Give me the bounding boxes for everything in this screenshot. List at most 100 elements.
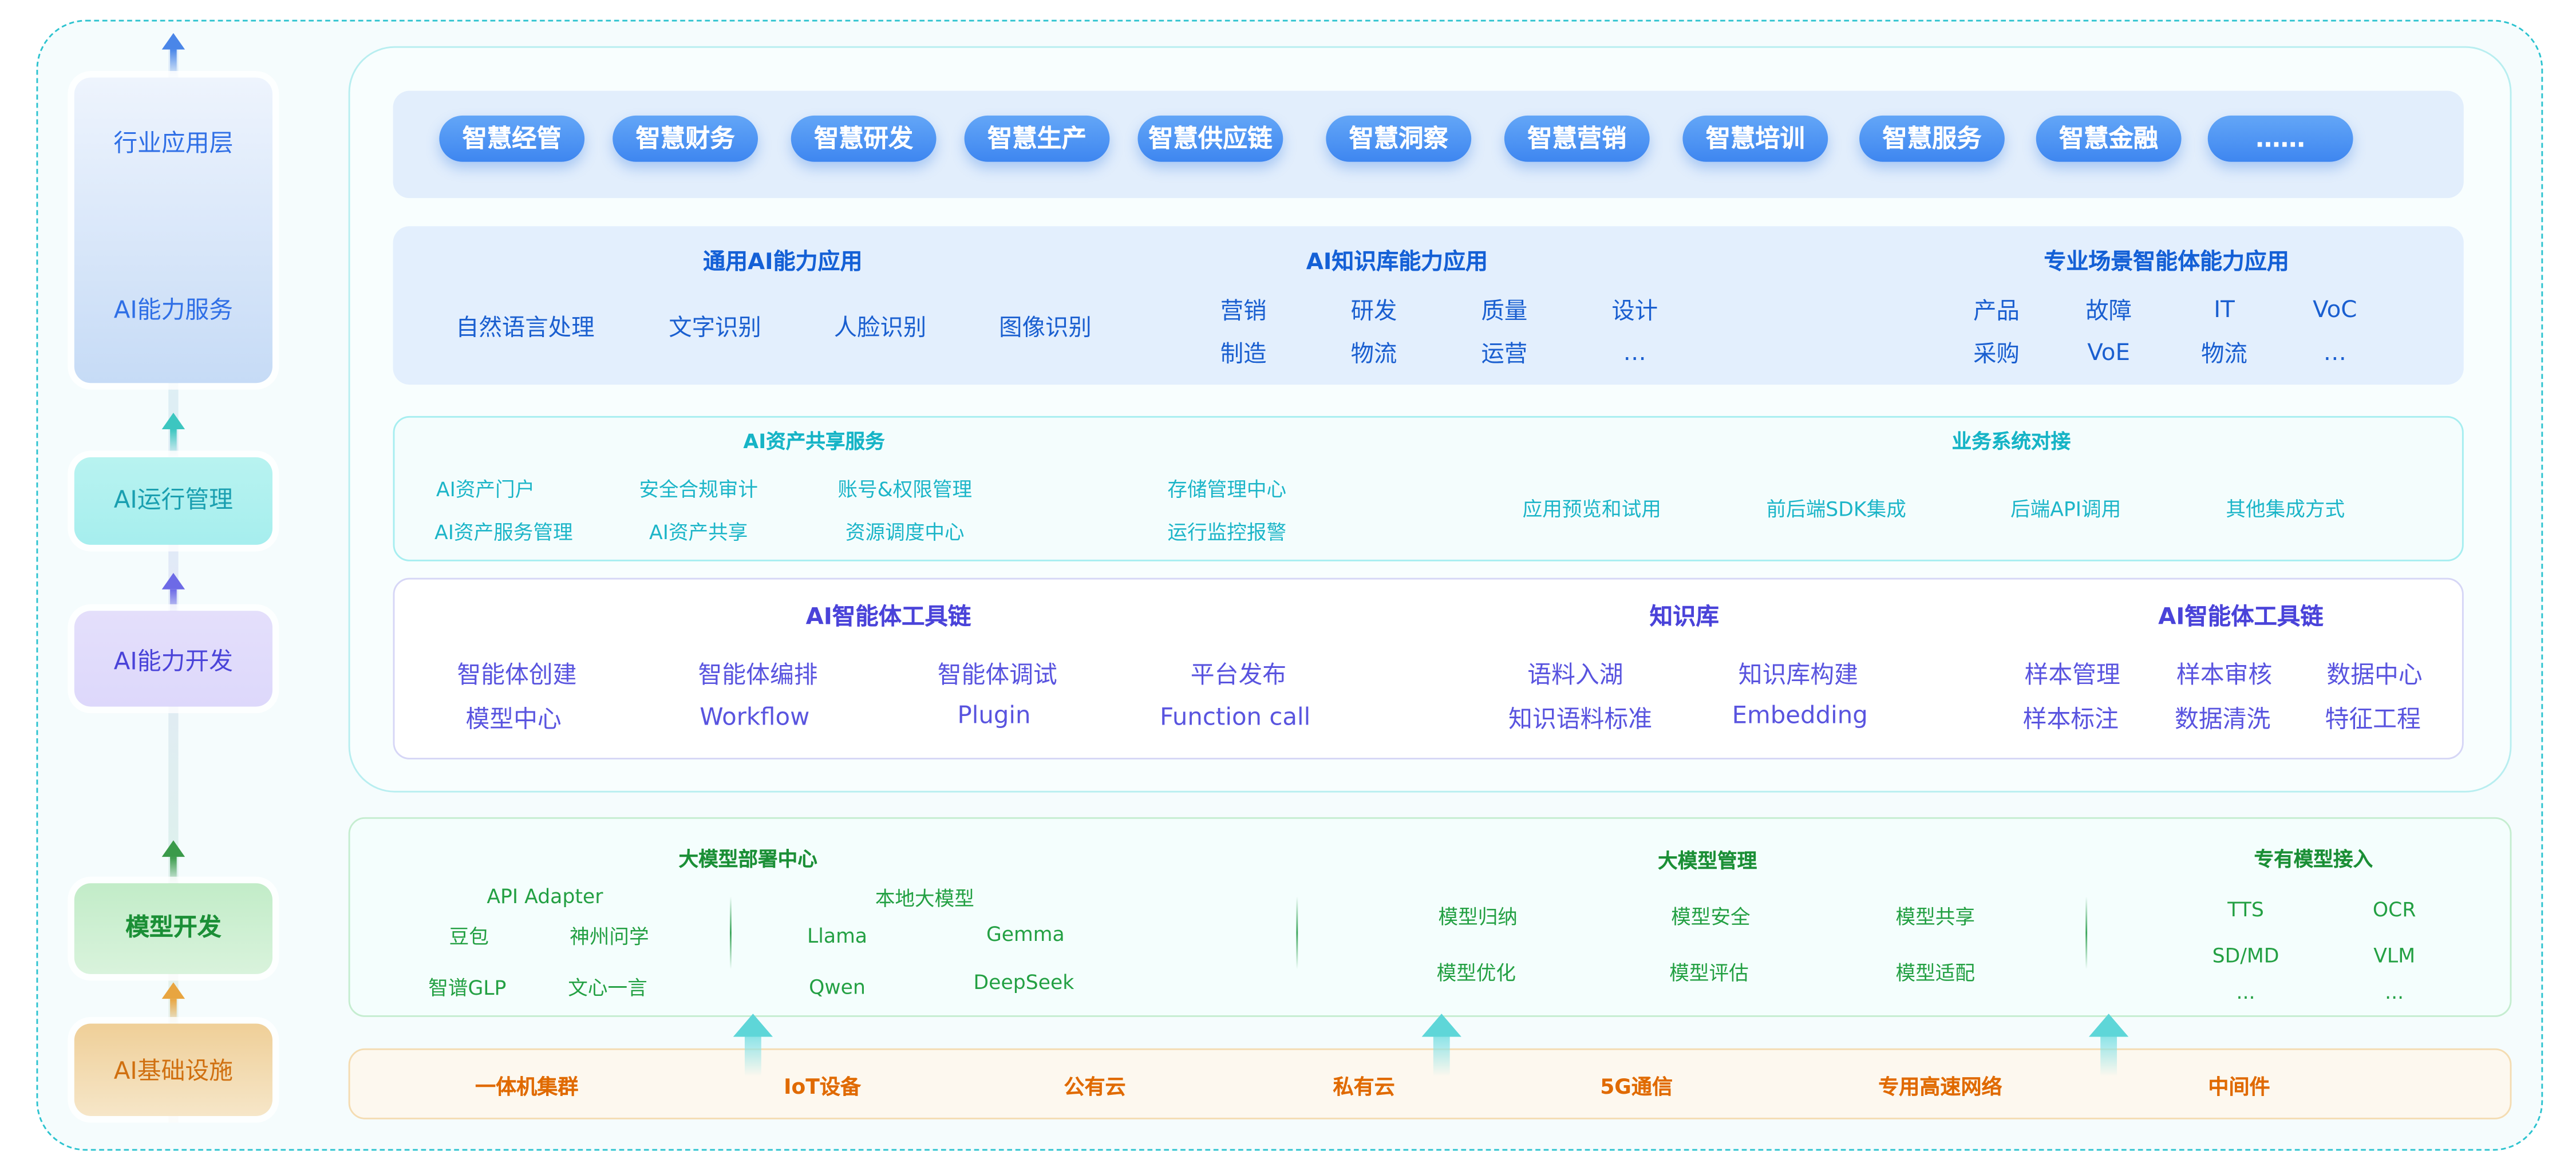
section-title: AI智能体工具链 [805, 604, 971, 631]
up-arrow-icon [744, 1037, 761, 1077]
capability-item: 质量 [1481, 299, 1528, 326]
section-title: 大模型部署中心 [678, 848, 817, 871]
up-arrow-icon [161, 33, 185, 50]
model-item: 豆包 [449, 925, 489, 949]
devtool-item: Function call [1160, 705, 1311, 731]
up-arrow-icon [170, 589, 177, 616]
operations-item: 账号&权限管理 [837, 478, 973, 501]
operations-item: 应用预览和试用 [1522, 497, 1661, 521]
section-title: AI资产共享服务 [743, 430, 885, 453]
operations-item: 运行监控报警 [1167, 521, 1287, 544]
model-item: 模型优化 [1436, 962, 1516, 985]
app-pill: …… [2207, 115, 2353, 162]
operations-item: 其他集成方式 [2226, 497, 2345, 521]
layer-label: AI运行管理 [113, 488, 234, 515]
capability-item: 设计 [1611, 299, 1658, 326]
layer-label: AI能力开发 [113, 650, 234, 677]
operations-item: 存储管理中心 [1167, 478, 1287, 501]
model-item: 智谱GLP [428, 976, 507, 1000]
up-arrow-icon [1433, 1037, 1450, 1077]
capability-item: 故障 [2085, 299, 2132, 326]
infra-item: 一体机集群 [475, 1074, 579, 1099]
up-arrow-icon [161, 840, 185, 857]
up-arrow-icon [2100, 1037, 2117, 1077]
section-title: 知识库 [1649, 604, 1719, 631]
app-pill: 智慧培训 [1682, 115, 1828, 162]
devtool-item: 模型中心 [465, 707, 562, 734]
divider [729, 896, 732, 970]
up-arrow-icon [1421, 1014, 1461, 1037]
devtool-item: 智能体创建 [457, 663, 577, 690]
capability-item: 采购 [1973, 342, 2020, 369]
up-arrow-icon [2089, 1014, 2129, 1037]
operations-item: AI资产共享 [649, 521, 748, 544]
infrastructure-panel [348, 1048, 2512, 1119]
ai-capability-services-row [393, 226, 2464, 385]
model-item: API Adapter [487, 885, 603, 908]
model-item: Llama [807, 924, 868, 948]
app-pill: 智慧洞察 [1326, 115, 1472, 162]
app-pill: 智慧生产 [964, 115, 1110, 162]
section-title: AI智能体工具链 [2158, 604, 2324, 631]
operations-item: 前后端SDK集成 [1766, 497, 1906, 521]
devtool-item: Plugin [957, 703, 1031, 730]
model-item: 神州问学 [570, 925, 649, 949]
ai-development-row [393, 577, 2464, 759]
section-title: 业务系统对接 [1951, 430, 2071, 453]
layer-label: AI基础设施 [113, 1059, 234, 1086]
devtool-item: Workflow [700, 705, 810, 731]
model-item: 模型安全 [1671, 905, 1751, 929]
up-arrow-icon [170, 857, 177, 884]
section-title: 专业场景智能体能力应用 [2044, 249, 2289, 276]
app-pill: 智慧服务 [1859, 115, 2005, 162]
capability-item: 人脸识别 [833, 315, 927, 342]
layer-box [74, 77, 272, 383]
subsection-title: 本地大模型 [875, 887, 974, 911]
up-arrow-icon [733, 1014, 773, 1037]
model-item: ... [2236, 980, 2255, 1004]
model-item: 模型归纳 [1438, 905, 1518, 929]
devtool-item: 平台发布 [1190, 663, 1287, 690]
capability-item: 研发 [1350, 299, 1397, 326]
model-item: SD/MD [2212, 944, 2279, 968]
operations-item: 后端API调用 [2010, 497, 2121, 521]
capability-item: 图像识别 [999, 315, 1092, 342]
devtool-item: 智能体调试 [937, 663, 1057, 690]
capability-item: VoC [2313, 297, 2357, 324]
layer-label: AI能力服务 [113, 298, 234, 325]
divider [2085, 896, 2088, 970]
model-item: 文心一言 [568, 976, 647, 1000]
layer-box [74, 883, 272, 974]
operations-item: 资源调度中心 [845, 521, 965, 544]
devtool-item: 智能体编排 [698, 663, 818, 690]
app-pill: 智慧金融 [2036, 115, 2182, 162]
capability-item: IT [2214, 297, 2235, 324]
infra-item: 中间件 [2208, 1074, 2270, 1099]
divider [1296, 896, 1298, 970]
infra-item: 私有云 [1333, 1074, 1395, 1099]
model-item: Qwen [809, 975, 866, 999]
up-arrow-icon [170, 999, 177, 1026]
model-item: TTS [2227, 898, 2264, 921]
section-title: 大模型管理 [1658, 849, 1757, 873]
section-title: 专有模型接入 [2254, 848, 2373, 871]
model-item: 模型共享 [1895, 905, 1976, 929]
devtool-item: 样本标注 [2022, 707, 2119, 734]
ai-operations-row [393, 416, 2464, 561]
capability-item: 制造 [1220, 342, 1267, 369]
devtool-item: Embedding [1732, 703, 1868, 730]
operations-item: AI资产服务管理 [434, 521, 573, 544]
capability-item: 产品 [1973, 299, 2020, 326]
devtool-item: 样本审核 [2176, 663, 2273, 690]
up-arrow-icon [170, 429, 177, 456]
layer-box [74, 1023, 272, 1116]
model-item: Gemma [986, 923, 1065, 946]
app-pill: 智慧营销 [1504, 115, 1650, 162]
devtool-item: 数据中心 [2326, 663, 2423, 690]
devtool-item: 数据清洗 [2175, 707, 2271, 734]
model-item: 模型评估 [1669, 962, 1749, 985]
up-arrow-icon [161, 413, 185, 429]
capability-item: 物流 [1350, 342, 1397, 369]
capability-item: … [2323, 340, 2347, 367]
